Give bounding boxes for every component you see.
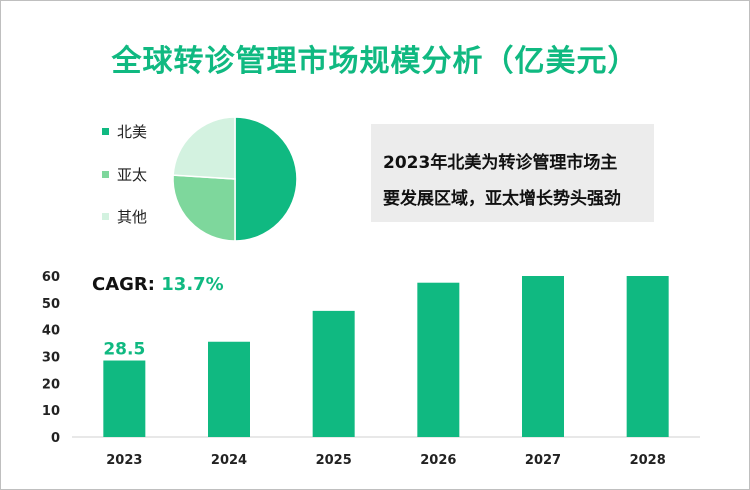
y-tick-label: 20 [42, 377, 60, 392]
x-tick-label: 2023 [106, 453, 142, 468]
pie-legend-label: 亚太 [117, 165, 148, 184]
y-tick-label: 60 [42, 270, 60, 285]
pie-legend-label: 其他 [117, 207, 148, 226]
data-label-2023: 28.5 [103, 340, 145, 360]
bar-2026 [417, 282, 460, 437]
y-tick-label: 0 [51, 431, 60, 446]
x-tick-label: 2026 [420, 453, 456, 468]
chart-title: 全球转诊管理市场规模分析（亿美元） [111, 44, 639, 79]
x-tick-label: 2028 [630, 453, 666, 468]
y-tick-label: 50 [42, 297, 60, 312]
pie-legend-label: 北美 [117, 122, 148, 141]
pie-legend-swatch [102, 212, 109, 220]
cagr-label: CAGR: [92, 274, 155, 295]
bar-2024 [208, 341, 250, 437]
summary-note-line-2: 要发展区域，亚太增长势头强劲 [383, 189, 621, 209]
pie-slice-2 [172, 116, 236, 180]
cagr-annotation: CAGR: 13.7% [92, 274, 224, 295]
y-tick-label: 30 [42, 351, 60, 366]
bar-2023 [103, 360, 146, 437]
summary-note-line-1: 2023年北美为转诊管理市场主 [383, 153, 618, 173]
cagr-value: 13.7% [161, 274, 224, 295]
summary-note-box: 2023年北美为转诊管理市场主 要发展区域，亚太增长势头强劲 [371, 124, 654, 222]
pie-legend-item-other: 其他 [102, 206, 147, 226]
bar-2025 [312, 310, 355, 437]
x-tick-label: 2027 [525, 453, 561, 468]
bar-2027 [522, 276, 564, 437]
x-tick-label: 2025 [316, 453, 352, 468]
pie-slice-0 [234, 116, 298, 242]
pie-legend-swatch [102, 127, 109, 135]
y-tick-label: 10 [42, 404, 60, 419]
bar-2028 [626, 276, 669, 437]
x-tick-label: 2024 [211, 453, 247, 468]
y-tick-label: 40 [42, 324, 60, 339]
pie-legend-item-asia-pacific: 亚太 [102, 164, 147, 184]
pie-legend-swatch [102, 170, 109, 178]
pie-legend-item-north-america: 北美 [102, 121, 147, 141]
pie-slice-1 [172, 174, 236, 242]
